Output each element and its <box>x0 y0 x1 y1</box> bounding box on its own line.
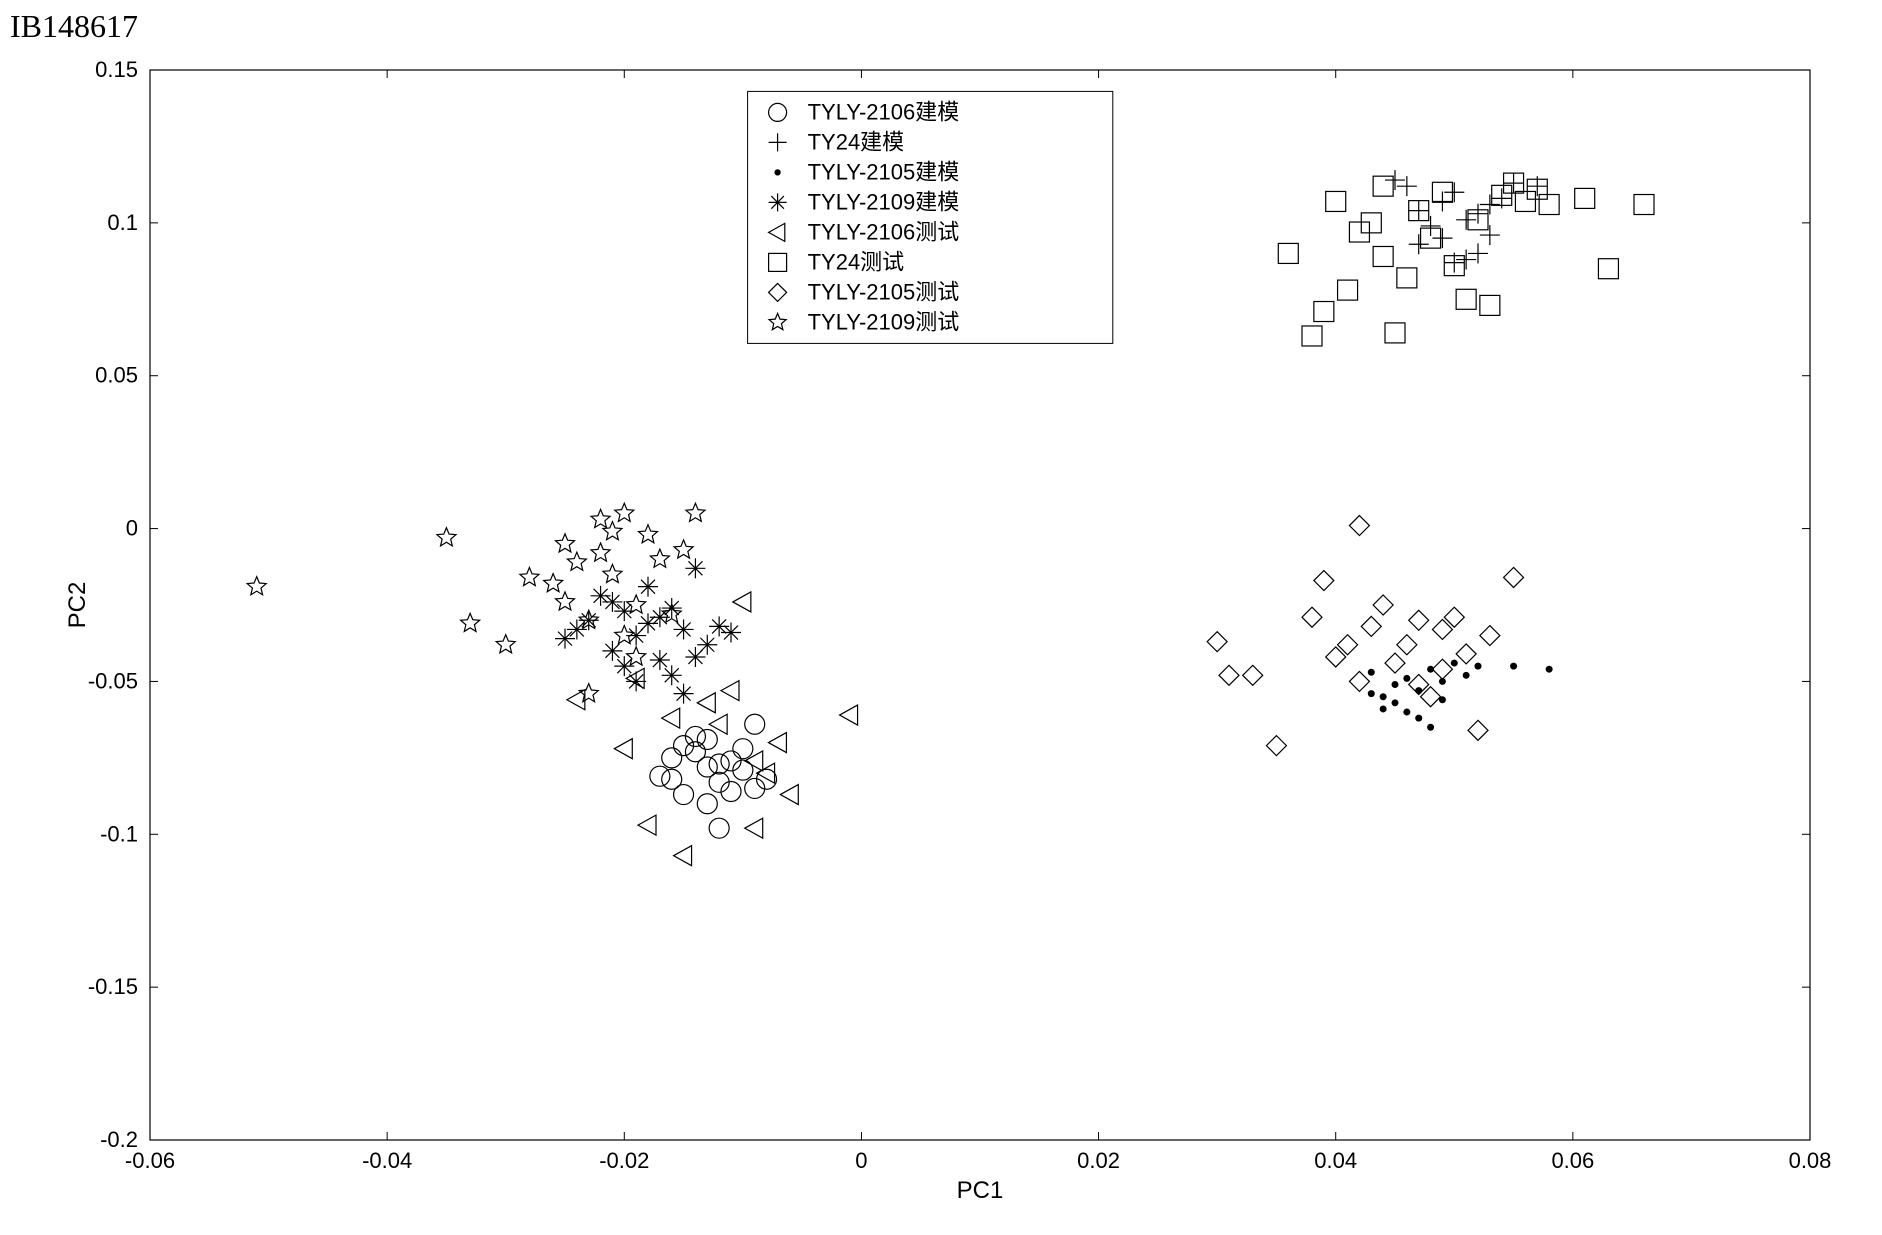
xtick-label: 0.04 <box>1314 1148 1357 1173</box>
legend-item-label: TYLY-2106测试 <box>808 219 960 244</box>
ytick-label: 0 <box>126 516 138 541</box>
xtick-label: -0.02 <box>599 1148 649 1173</box>
series-TYLY-2109建模 <box>555 558 741 703</box>
series-TY24建模 <box>1385 170 1547 273</box>
y-axis-label: PC2 <box>64 582 91 629</box>
legend-item-label: TYLY-2109建模 <box>808 189 960 214</box>
ytick-label: 0.1 <box>107 210 138 235</box>
x-axis-label: PC1 <box>957 1177 1004 1204</box>
ytick-label: 0.15 <box>95 57 138 82</box>
legend: TYLY-2106建模 TY24建模 TYLY-2105建模 TYLY-2109建模 T… <box>748 91 1113 343</box>
xtick-label: 0.06 <box>1551 1148 1594 1173</box>
xtick-label: 0.02 <box>1077 1148 1120 1173</box>
xtick-label: 0 <box>855 1148 867 1173</box>
page-title: IB148617 <box>10 8 138 45</box>
legend-item-label: TYLY-2109测试 <box>808 309 960 334</box>
legend-item-label: TY24建模 <box>808 129 905 154</box>
series-TYLY-2105测试 <box>1207 516 1523 756</box>
xtick-label: -0.04 <box>362 1148 412 1173</box>
ytick-label: -0.1 <box>100 821 138 846</box>
legend-item-label: TYLY-2105测试 <box>808 279 960 304</box>
scatter-chart: -0.06-0.04-0.0200.020.040.060.08-0.2-0.1… <box>50 50 1850 1210</box>
series-TYLY-2105建模 <box>1368 660 1553 731</box>
legend-item-label: TYLY-2106建模 <box>808 99 960 124</box>
series-TYLY-2106建模 <box>650 714 777 838</box>
ytick-label: -0.2 <box>100 1127 138 1152</box>
ytick-label: 0.05 <box>95 363 138 388</box>
legend-item-label: TY24测试 <box>808 249 905 274</box>
ytick-label: -0.05 <box>88 668 138 693</box>
ytick-label: -0.15 <box>88 974 138 999</box>
xtick-label: 0.08 <box>1789 1148 1832 1173</box>
legend-item-label: TYLY-2105建模 <box>808 159 960 184</box>
